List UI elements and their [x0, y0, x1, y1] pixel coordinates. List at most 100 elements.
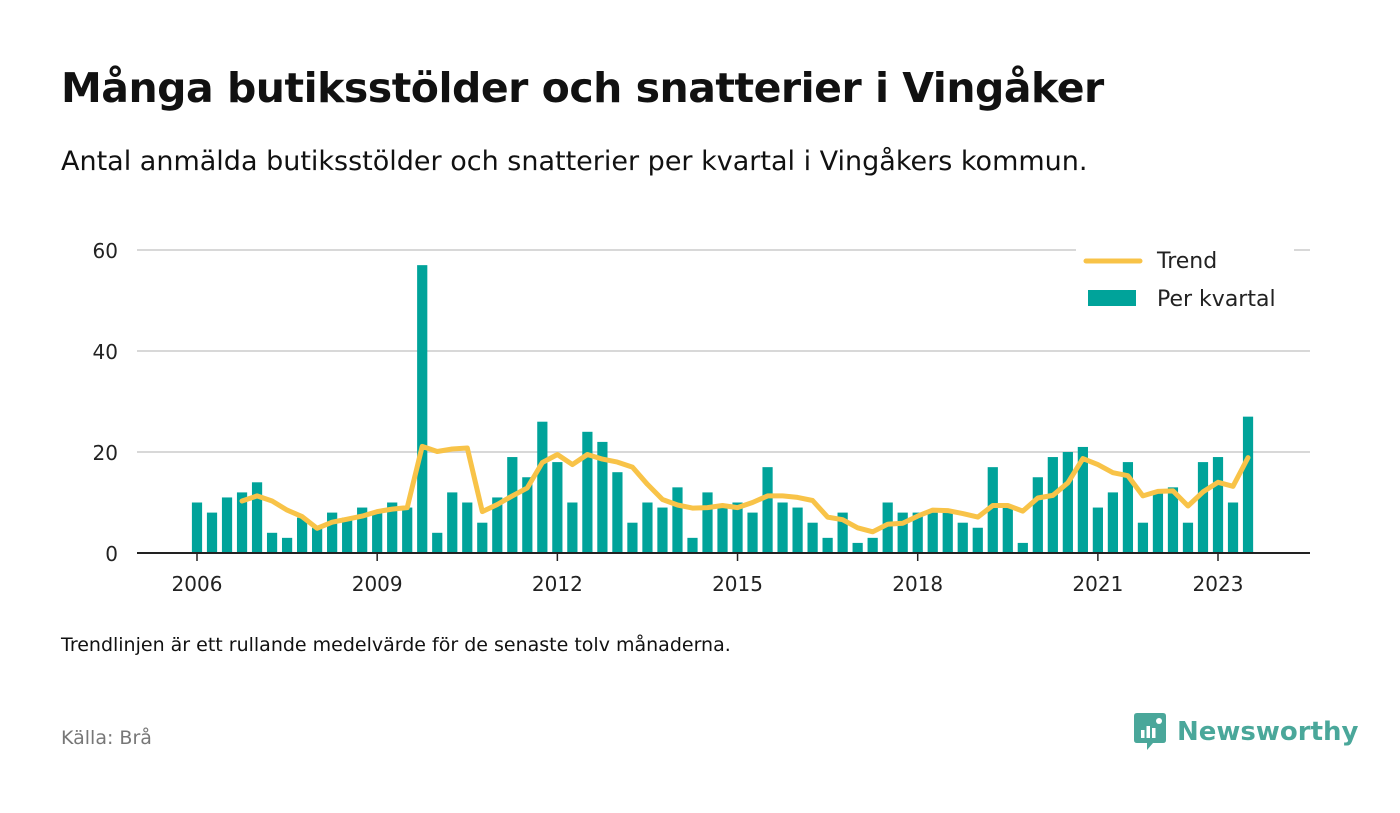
- bar: [972, 527, 983, 553]
- bar: [342, 517, 353, 553]
- bar: [807, 522, 818, 553]
- bar: [417, 265, 428, 553]
- bar: [266, 532, 278, 553]
- bar: [1212, 457, 1224, 553]
- footnote: Trendlinjen är ett rullande medelvärde f…: [61, 634, 731, 656]
- bar: [1002, 507, 1013, 553]
- bar: [627, 522, 638, 553]
- bar: [777, 502, 788, 553]
- y-tick-label: 0: [105, 542, 118, 566]
- chart-subtitle: Antal anmälda butiksstölder och snatteri…: [61, 146, 1088, 177]
- bar: [582, 431, 593, 553]
- bar: [251, 482, 263, 553]
- legend: Trend Per kvartal: [1076, 242, 1294, 324]
- brand-logo[interactable]: Newsworthy: [1133, 712, 1358, 752]
- bar: [281, 537, 293, 553]
- bar: [1062, 452, 1073, 553]
- bar: [1107, 492, 1119, 553]
- bar: [1227, 502, 1239, 553]
- bar: [552, 462, 563, 553]
- bar: [327, 512, 338, 553]
- newsworthy-logo-icon: [1134, 713, 1166, 750]
- bar: [206, 512, 218, 553]
- bar: [717, 507, 728, 553]
- bar: [732, 502, 743, 553]
- bar: [1167, 487, 1179, 553]
- source: Källa: Brå: [61, 727, 152, 749]
- bar: [867, 537, 878, 553]
- bar: [191, 502, 203, 553]
- bar: [296, 517, 308, 553]
- bar: [957, 522, 968, 553]
- bar: [447, 492, 458, 553]
- y-axis-ticks: 0 20 40 60: [93, 239, 118, 566]
- bar: [537, 421, 548, 553]
- legend-background: [1076, 242, 1294, 324]
- bar-series: [191, 265, 1254, 553]
- x-tick-label: 2012: [532, 572, 583, 596]
- bar: [657, 507, 668, 553]
- bar: [912, 512, 923, 553]
- bar: [1017, 542, 1028, 553]
- bar: [507, 457, 518, 553]
- bar: [462, 502, 473, 553]
- bar: [612, 472, 623, 553]
- bar: [522, 477, 533, 553]
- bar: [236, 492, 248, 553]
- bar: [702, 492, 713, 553]
- bar: [987, 467, 998, 553]
- bar: [882, 502, 893, 553]
- bar: [312, 527, 323, 553]
- x-axis-ticks: 2006 2009 2012 2015 2018 2021 2023: [172, 553, 1244, 596]
- y-tick-label: 60: [93, 239, 118, 263]
- bar: [372, 512, 383, 553]
- bar: [402, 507, 413, 553]
- bar: [1182, 522, 1194, 553]
- bar: [762, 467, 773, 553]
- bar: [567, 502, 578, 553]
- x-tick-label: 2009: [352, 572, 403, 596]
- bar: [837, 512, 848, 553]
- legend-bar-label: Per kvartal: [1157, 287, 1276, 312]
- bar: [792, 507, 803, 553]
- chart-title: Många butiksstölder och snatterier i Vin…: [61, 64, 1104, 112]
- y-tick-label: 40: [93, 340, 118, 364]
- trend-series: [239, 443, 1251, 535]
- bar: [597, 441, 608, 553]
- bar: [492, 497, 503, 553]
- x-tick-label: 2006: [172, 572, 223, 596]
- trend-line: [239, 443, 1251, 535]
- bar: [1092, 507, 1103, 553]
- bar: [1197, 462, 1209, 553]
- bar: [1137, 522, 1149, 553]
- x-tick-label: 2021: [1072, 572, 1123, 596]
- y-tick-label: 20: [93, 441, 118, 465]
- bar: [927, 512, 938, 553]
- x-tick-label: 2018: [892, 572, 943, 596]
- bar: [747, 512, 758, 553]
- bar: [387, 502, 398, 553]
- bar: [822, 537, 833, 553]
- bar: [1047, 457, 1058, 553]
- x-tick-label: 2023: [1193, 572, 1244, 596]
- legend-trend-label: Trend: [1156, 249, 1217, 274]
- x-tick-label: 2015: [712, 572, 763, 596]
- brand-name: Newsworthy: [1177, 717, 1359, 747]
- bar: [1122, 462, 1134, 553]
- bar: [1242, 416, 1254, 553]
- bar: [687, 537, 698, 553]
- bar: [1077, 446, 1088, 553]
- chart-area: 2006 2009 2012 2015 2018 2021 2023 0 20 40 60 Tre…: [93, 239, 1310, 596]
- bar: [852, 542, 863, 553]
- bar: [1032, 477, 1043, 553]
- bar: [672, 487, 683, 553]
- bar: [642, 502, 653, 553]
- legend-bar-swatch: [1088, 290, 1136, 306]
- bar: [432, 532, 443, 553]
- bar: [477, 522, 488, 553]
- bar: [942, 512, 953, 553]
- bar: [897, 512, 908, 553]
- bar: [1152, 492, 1164, 553]
- bar: [221, 497, 233, 553]
- bar: [357, 507, 368, 553]
